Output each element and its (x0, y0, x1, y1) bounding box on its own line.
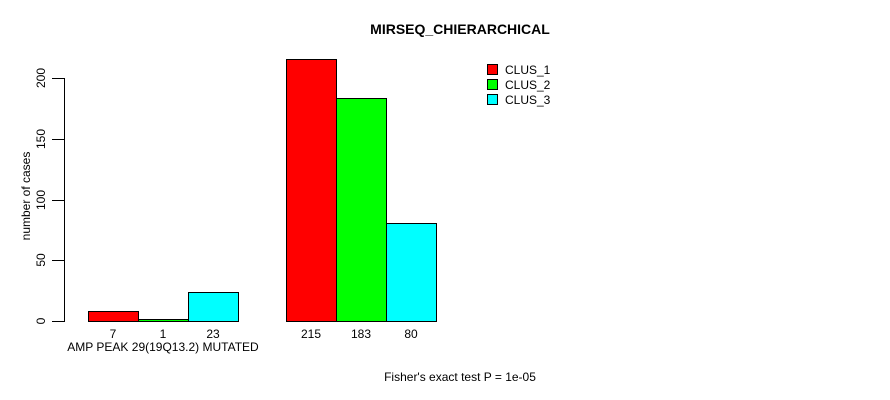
bar-clus_1 (88, 311, 139, 322)
bar-clus_2 (138, 319, 189, 322)
bar-clus_3 (386, 223, 437, 322)
bar-value-label: 80 (404, 327, 418, 341)
y-axis-line (64, 78, 65, 322)
legend-swatch-icon (487, 79, 498, 90)
bar-value-label: 7 (109, 327, 117, 341)
chart-title: MIRSEQ_CHIERARCHICAL (370, 21, 550, 37)
y-axis-tick (52, 200, 64, 201)
y-axis-tick (52, 78, 64, 79)
legend-swatch-icon (487, 64, 498, 75)
bar-clus_2 (336, 98, 387, 322)
legend-swatch-icon (487, 94, 498, 105)
bar-value-label: 215 (300, 327, 322, 341)
y-axis-tick-label: 200 (34, 67, 48, 89)
bar-clus_1 (286, 59, 337, 322)
y-axis-tick-label: 100 (34, 189, 48, 211)
y-axis-tick (52, 321, 64, 322)
footnote: Fisher's exact test P = 1e-05 (384, 370, 536, 384)
bar-value-label: 23 (206, 327, 220, 341)
legend-label: CLUS_2 (505, 77, 551, 92)
bar-clus_3 (188, 292, 239, 322)
bar-value-label: 1 (159, 327, 167, 341)
legend-row: CLUS_3 (487, 92, 550, 107)
y-axis-tick-label: 0 (34, 317, 48, 325)
y-axis-title: number of cases (19, 151, 33, 241)
legend-row: CLUS_2 (487, 77, 550, 92)
legend-label: CLUS_3 (505, 92, 551, 107)
legend-label: CLUS_1 (505, 62, 551, 77)
bar-value-label: 183 (350, 327, 372, 341)
legend-row: CLUS_1 (487, 62, 550, 77)
y-axis-tick (52, 260, 64, 261)
y-axis-tick (52, 139, 64, 140)
y-axis-tick-label: 50 (34, 253, 48, 267)
y-axis-tick-label: 150 (34, 128, 48, 150)
legend: CLUS_1 CLUS_2 CLUS_3 (487, 62, 550, 107)
x-axis-group-label: AMP PEAK 29(19Q13.2) MUTATED (67, 340, 259, 354)
